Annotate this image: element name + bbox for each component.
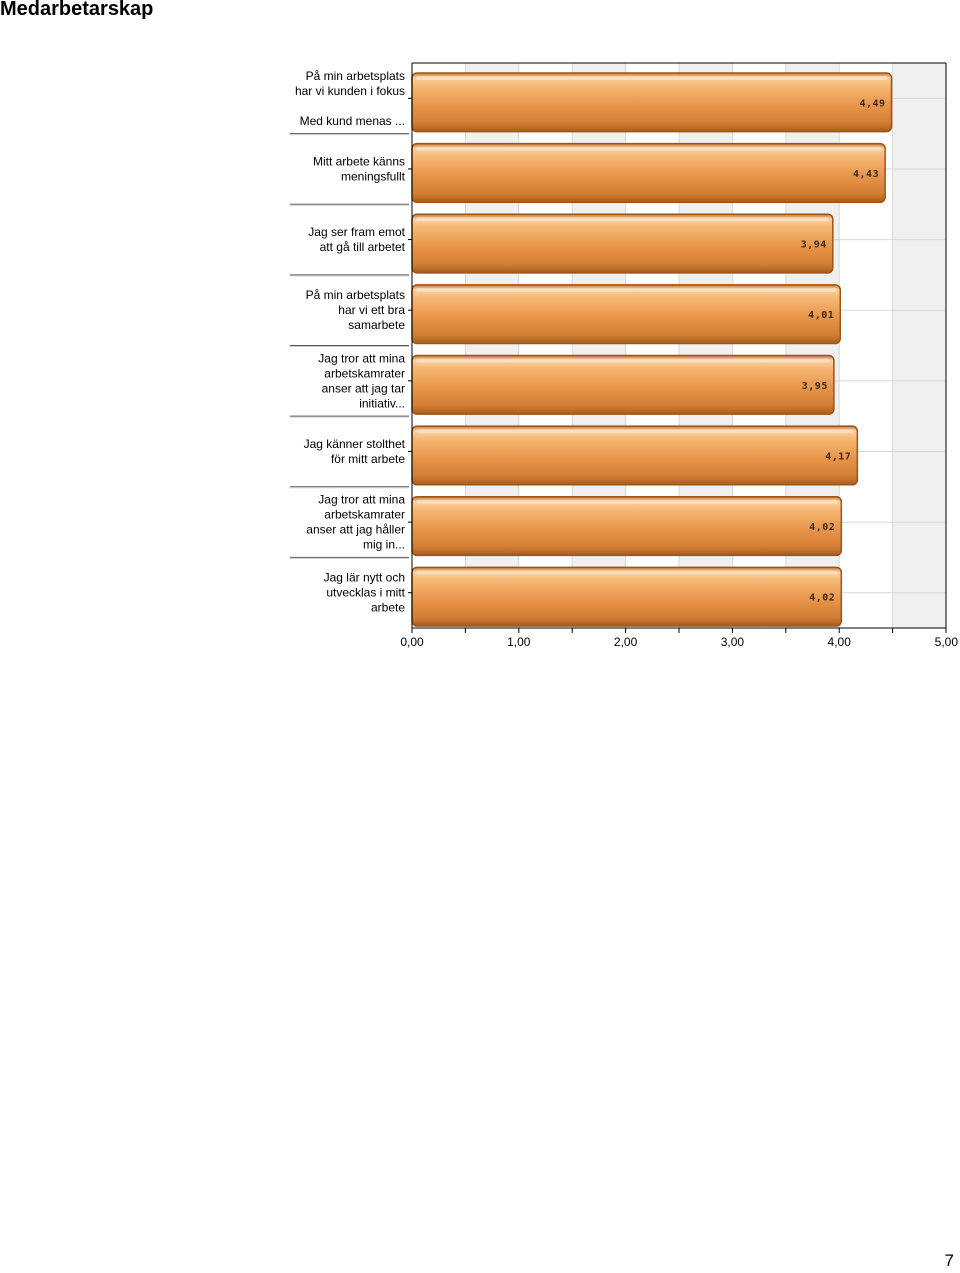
bars: 4,49 4,43 3,94 4,01 3,95 4,17 4,02 4,02 [411, 72, 893, 627]
page-title: Medarbetarskap [0, 0, 154, 20]
x-tick-label: 2,00 [614, 635, 638, 649]
bar [411, 72, 893, 133]
category-label: Jag tror att mina arbetskamrater anser att… [318, 351, 405, 410]
bar-highlight [416, 570, 838, 575]
data-label: 4,02 [809, 522, 835, 533]
bar-highlight [416, 217, 829, 222]
category-label: Jag lär nytt och utvecklas i mitt arbete [324, 571, 406, 615]
bar [411, 142, 886, 203]
data-label: 3,94 [801, 240, 827, 251]
data-label: 4,02 [809, 593, 835, 604]
x-tick-label: 4,00 [828, 635, 852, 649]
bar-highlight [416, 499, 838, 504]
bar [411, 566, 843, 627]
x-tick-label: 5,00 [935, 635, 959, 649]
page-number: 7 [944, 1251, 954, 1270]
x-tick-labels: 0,00 1,00 2,00 3,00 4,00 5,00 [400, 635, 958, 649]
category-label: Jag tror att mina arbetskamrater anser att… [306, 493, 405, 552]
category-label: Jag ser fram emot att gå till arbetet [308, 225, 405, 254]
bar [411, 284, 842, 345]
bar-highlight [416, 146, 882, 151]
data-label: 3,95 [802, 381, 828, 392]
x-tick-label: 1,00 [507, 635, 531, 649]
bar-highlight [416, 76, 888, 80]
axes [408, 62, 947, 633]
bar [411, 425, 859, 486]
bar [411, 354, 835, 415]
category-label: Jag känner stolthet för mitt arbete [304, 437, 406, 466]
category-label: På min arbetsplats har vi kunden i fokus M… [295, 69, 405, 128]
bar [411, 213, 834, 274]
data-label: 4,49 [859, 98, 885, 109]
x-tick-label: 3,00 [721, 635, 745, 649]
data-label: 4,01 [808, 310, 834, 321]
bar-highlight [416, 287, 837, 292]
data-label: 4,43 [853, 169, 879, 180]
data-label: 4,17 [825, 451, 851, 462]
grid-band [892, 63, 946, 628]
bar-chart: 4,49 4,43 3,94 4,01 3,95 4,17 4,02 4,02 0,00 1,0… [290, 62, 958, 649]
category-labels: På min arbetsplats har vi kunden i fokus M… [290, 69, 409, 615]
bar [411, 496, 843, 557]
bar-highlight [416, 429, 854, 434]
bar-highlight [416, 358, 830, 363]
category-label: Mitt arbete känns meningsfullt [313, 154, 406, 183]
category-label: På min arbetsplats har vi ett bra samarbet… [306, 288, 406, 332]
x-tick-label: 0,00 [400, 635, 424, 649]
